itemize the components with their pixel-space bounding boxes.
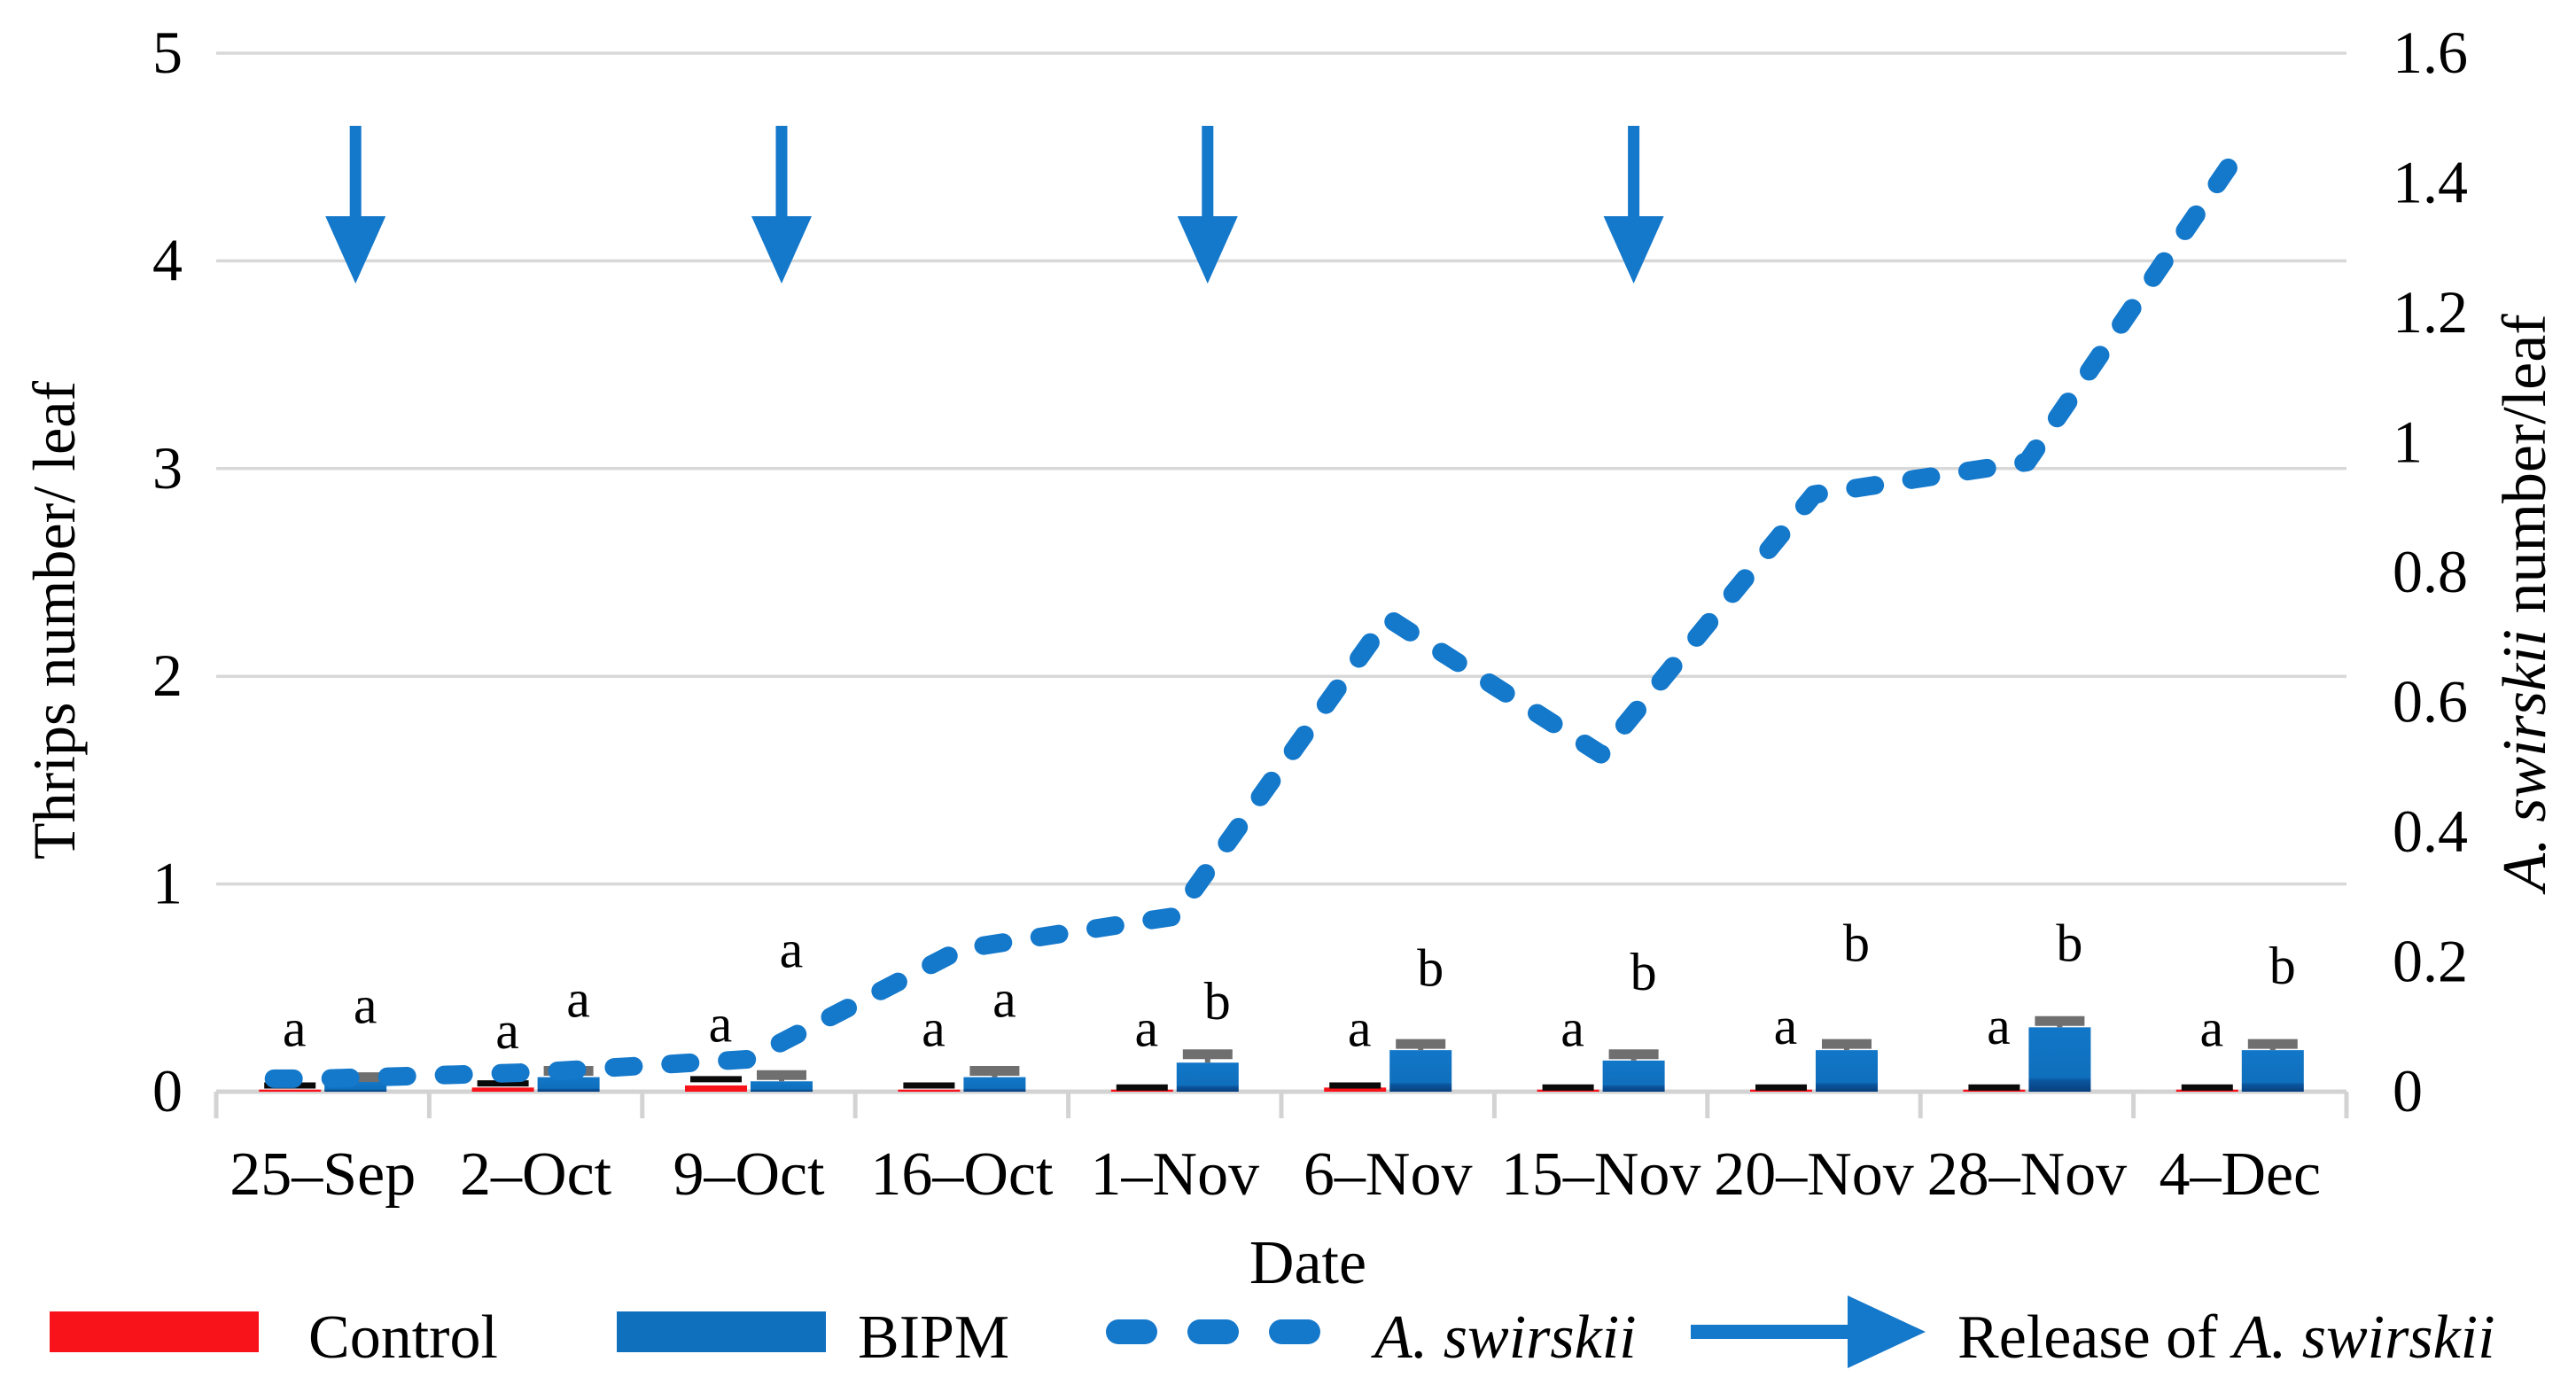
release-arrow [1177,126,1238,284]
x-axis-label: 6–Nov [1304,1140,1473,1209]
y-axis-tick-label: 0 [152,1057,183,1124]
swirskii-dashed-line [264,141,2250,1088]
bipm-bar [1602,1060,1665,1092]
control-bar [259,1089,322,1092]
release-arrow-head [751,216,812,284]
bipm-bar [324,1081,387,1092]
y-axis-title: Thrips number/ leaf [20,381,88,860]
x-axis-label: 16–Oct [870,1140,1054,1209]
bipm-bar [1389,1050,1452,1092]
x-axis-label: 15–Nov [1501,1140,1701,1209]
legend-bipm-label: BIPM [858,1303,1009,1372]
legend-bipm-swatch [617,1311,826,1352]
sig-letter-bipm: a [566,970,590,1029]
y-axis-tick-label: 2 [152,642,183,709]
sig-letter-control: a [709,995,733,1054]
control-bar [1110,1089,1173,1092]
sig-letter-bipm: b [2056,914,2082,972]
x-axis-title: Date [1249,1229,1366,1297]
y2-axis-tick-label: 1.6 [2393,19,2468,86]
release-arrow-head [1177,216,1238,284]
control-bar [1963,1089,2026,1092]
legend-release-species: A. swirskii [2230,1303,2495,1372]
y2-axis-tick-label: 0.2 [2393,928,2468,995]
legend-swirskii-label: A. swirskii [1371,1303,1637,1372]
y-axis-tick-label: 4 [152,226,183,293]
sig-letter-bipm: b [1630,943,1657,1001]
y2-axis-title: A. swirskii number/leaf [2491,314,2559,895]
x-axis-label: 1–Nov [1091,1140,1260,1209]
bipm-bar [2028,1027,2091,1092]
sig-letter-bipm: b [1843,914,1870,972]
control-bar [2175,1089,2238,1092]
control-bar [1750,1089,1812,1092]
control-bar [471,1087,534,1092]
sig-letter-bipm: a [992,970,1016,1029]
y2-axis-tick-label: 0 [2393,1057,2423,1124]
sig-letter-control: a [1987,997,2011,1055]
release-arrow [325,126,386,284]
x-axis-label: 4–Dec [2159,1140,2321,1209]
bipm-bar [1816,1050,1878,1092]
x-axis-label: 28–Nov [1927,1140,2128,1209]
control-bar [685,1085,747,1092]
x-axis-label: 2–Oct [460,1140,612,1209]
bipm-bar [751,1081,813,1092]
y2-axis-tick-label: 0.6 [2393,668,2468,735]
y2-axis-tick-label: 1 [2393,408,2423,476]
sig-letter-control: a [922,999,946,1057]
sig-letter-control: a [283,999,307,1057]
release-arrow [751,126,812,284]
x-axis-label: 9–Oct [673,1140,825,1209]
bipm-bar [963,1077,1026,1092]
sig-letter-bipm: a [354,977,377,1035]
control-bar [898,1089,961,1092]
legend-release-prefix: Release of [1957,1303,2233,1372]
release-arrow-head [1603,216,1664,284]
sig-letter-control: a [495,1001,519,1060]
sig-letter-bipm: b [1417,938,1444,997]
bipm-bar [2241,1050,2304,1092]
y2-axis-tick-label: 1.2 [2393,278,2468,346]
y2-axis-tick-label: 0.4 [2393,798,2468,865]
control-bar [1324,1087,1387,1092]
legend-arrow-head [1848,1296,1926,1368]
legend [50,1296,1926,1368]
y2-axis-tick-label: 1.4 [2393,149,2468,216]
sig-letter-control: a [1774,997,1798,1055]
x-axis-label: 20–Nov [1714,1140,1914,1209]
y-axis-tick-label: 3 [152,434,183,502]
x-axis-label: 25–Sep [230,1140,416,1209]
legend-release-label: Release of A. swirskii [1957,1303,2495,1372]
release-arrow [1603,126,1664,284]
y2-axis-title-species: A. swirskii [2491,629,2559,895]
sig-letter-control: a [1348,999,1372,1057]
sig-letter-bipm: b [2269,937,2296,995]
y-axis-tick-label: 5 [152,19,183,86]
control-bar [1537,1089,1599,1092]
bipm-bar [537,1077,600,1092]
sig-letter-control: a [2199,999,2223,1057]
sig-letter-control: a [1560,999,1584,1057]
sig-letter-control: a [1134,999,1158,1057]
y-axis-tick-label: 1 [152,850,183,917]
release-arrow-head [325,216,386,284]
sig-letter-bipm: a [780,920,804,978]
sig-letter-bipm: b [1204,972,1231,1031]
y2-axis-tick-label: 0.8 [2393,538,2468,605]
legend-control-swatch [50,1311,259,1352]
y2-axis-title-rest: number/leaf [2491,314,2559,629]
bipm-bar [1176,1062,1239,1092]
legend-control-label: Control [308,1303,498,1372]
